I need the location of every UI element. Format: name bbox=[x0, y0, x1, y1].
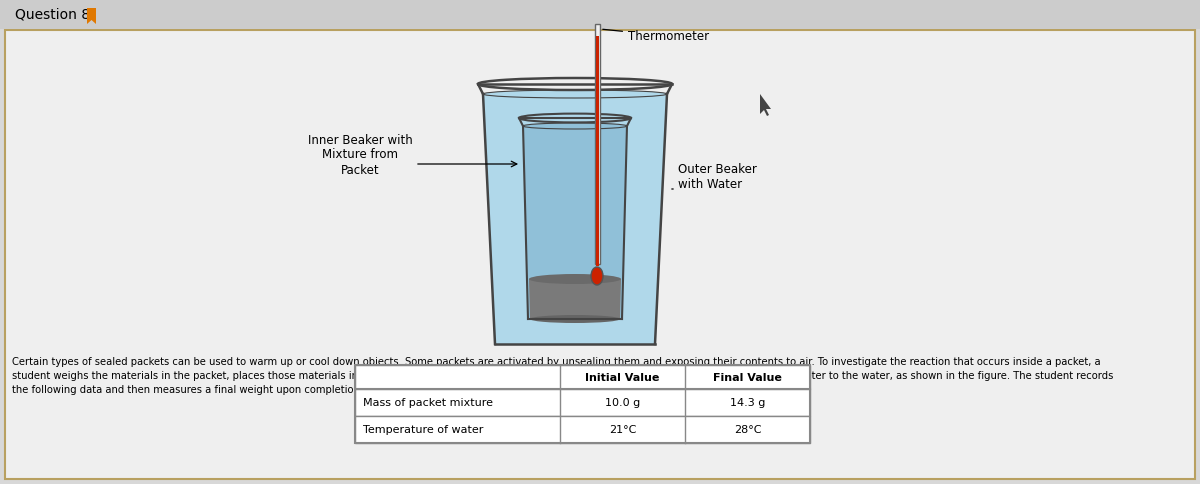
Text: Temperature of water: Temperature of water bbox=[364, 424, 484, 435]
Text: 14.3 g: 14.3 g bbox=[730, 398, 766, 408]
Text: Final Value: Final Value bbox=[713, 372, 782, 382]
Bar bbox=[0, 0, 1200, 30]
Text: Inner Beaker with
Mixture from
Packet: Inner Beaker with Mixture from Packet bbox=[307, 133, 413, 176]
Bar bbox=[594, 25, 600, 264]
Ellipse shape bbox=[529, 274, 622, 285]
Text: Initial Value: Initial Value bbox=[586, 372, 660, 382]
Ellipse shape bbox=[482, 91, 667, 99]
Polygon shape bbox=[523, 127, 628, 319]
Bar bbox=[355, 365, 810, 389]
Polygon shape bbox=[482, 95, 667, 344]
Text: Certain types of sealed packets can be used to warm up or cool down objects. Som: Certain types of sealed packets can be u… bbox=[12, 356, 1100, 366]
Text: the following data and then measures a final weight upon completion of the exper: the following data and then measures a f… bbox=[12, 384, 456, 394]
Ellipse shape bbox=[530, 316, 620, 323]
Text: Outer Beaker
with Water: Outer Beaker with Water bbox=[678, 163, 757, 191]
Text: 21°C: 21°C bbox=[608, 424, 636, 435]
Bar bbox=[355, 416, 810, 443]
Text: Thermometer: Thermometer bbox=[602, 30, 709, 44]
Polygon shape bbox=[88, 9, 96, 25]
Bar bbox=[355, 365, 810, 443]
Bar bbox=[595, 37, 599, 267]
Text: 10.0 g: 10.0 g bbox=[605, 398, 640, 408]
Text: Mass of packet mixture: Mass of packet mixture bbox=[364, 398, 493, 408]
Text: student weighs the materials in the packet, places those materials in a small be: student weighs the materials in the pack… bbox=[12, 370, 1114, 380]
Text: 28°C: 28°C bbox=[733, 424, 761, 435]
Text: Question 8: Question 8 bbox=[14, 8, 90, 22]
Bar bbox=[355, 389, 810, 416]
Polygon shape bbox=[760, 95, 772, 117]
Polygon shape bbox=[529, 279, 622, 319]
Ellipse shape bbox=[523, 124, 628, 130]
Ellipse shape bbox=[592, 268, 604, 286]
